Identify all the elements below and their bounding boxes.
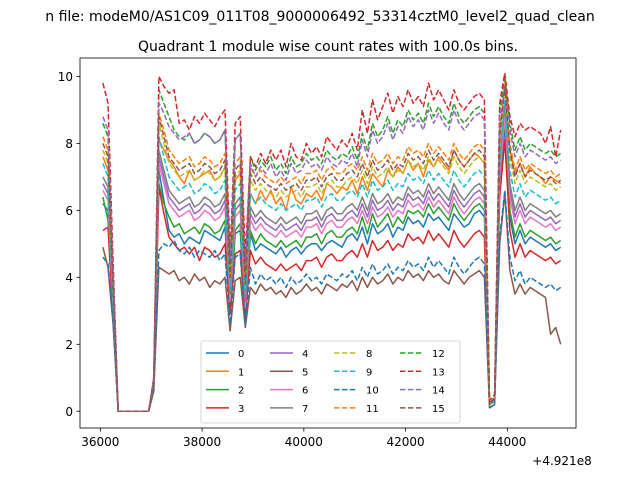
legend-label-15: 15 bbox=[432, 404, 445, 415]
x-tick-label: 40000 bbox=[285, 435, 323, 449]
series-line-14 bbox=[102, 85, 562, 413]
legend-label-5: 5 bbox=[302, 367, 308, 378]
legend-label-10: 10 bbox=[366, 386, 379, 397]
legend-label-11: 11 bbox=[366, 404, 379, 415]
legend-label-0: 0 bbox=[238, 349, 244, 360]
y-tick-label: 10 bbox=[58, 70, 73, 84]
y-axis-ticks: 0 2 4 6 8 10 bbox=[58, 70, 80, 419]
series-line-13 bbox=[102, 72, 562, 413]
legend-label-14: 14 bbox=[432, 386, 445, 397]
chart-title: Quadrant 1 module wise count rates with … bbox=[138, 39, 518, 55]
x-tick-label: 42000 bbox=[386, 435, 424, 449]
legend-label-13: 13 bbox=[432, 367, 445, 378]
y-tick-label: 4 bbox=[65, 271, 73, 285]
plot-frame bbox=[79, 57, 577, 429]
series-line-11 bbox=[102, 82, 562, 413]
x-tick-label: 38000 bbox=[183, 435, 221, 449]
series-line-8 bbox=[102, 89, 562, 413]
legend-label-4: 4 bbox=[302, 349, 308, 360]
legend-label-6: 6 bbox=[302, 386, 308, 397]
y-tick-label: 6 bbox=[65, 204, 73, 218]
legend-label-7: 7 bbox=[302, 404, 308, 415]
series-line-10 bbox=[102, 189, 562, 413]
legend-box bbox=[200, 340, 461, 424]
series-line-12 bbox=[102, 75, 562, 413]
figure-suptitle: n file: modeM0/AS1C09_011T08_9000006492_… bbox=[45, 9, 594, 25]
legend-label-12: 12 bbox=[432, 349, 445, 360]
series-layer bbox=[102, 72, 562, 413]
legend-label-1: 1 bbox=[238, 367, 244, 378]
y-tick-label: 8 bbox=[65, 137, 73, 151]
x-axis-offset-label: +4.921e8 bbox=[532, 454, 591, 468]
y-tick-label: 0 bbox=[65, 405, 73, 419]
legend-label-8: 8 bbox=[366, 349, 372, 360]
legend-label-2: 2 bbox=[238, 386, 244, 397]
x-tick-label: 36000 bbox=[81, 435, 119, 449]
x-axis-ticks: 36000 38000 40000 42000 44000 bbox=[81, 428, 526, 449]
legend-label-9: 9 bbox=[366, 367, 372, 378]
legend-label-3: 3 bbox=[238, 404, 244, 415]
x-tick-label: 44000 bbox=[488, 435, 526, 449]
series-line-15 bbox=[102, 85, 562, 413]
y-tick-label: 2 bbox=[65, 338, 73, 352]
